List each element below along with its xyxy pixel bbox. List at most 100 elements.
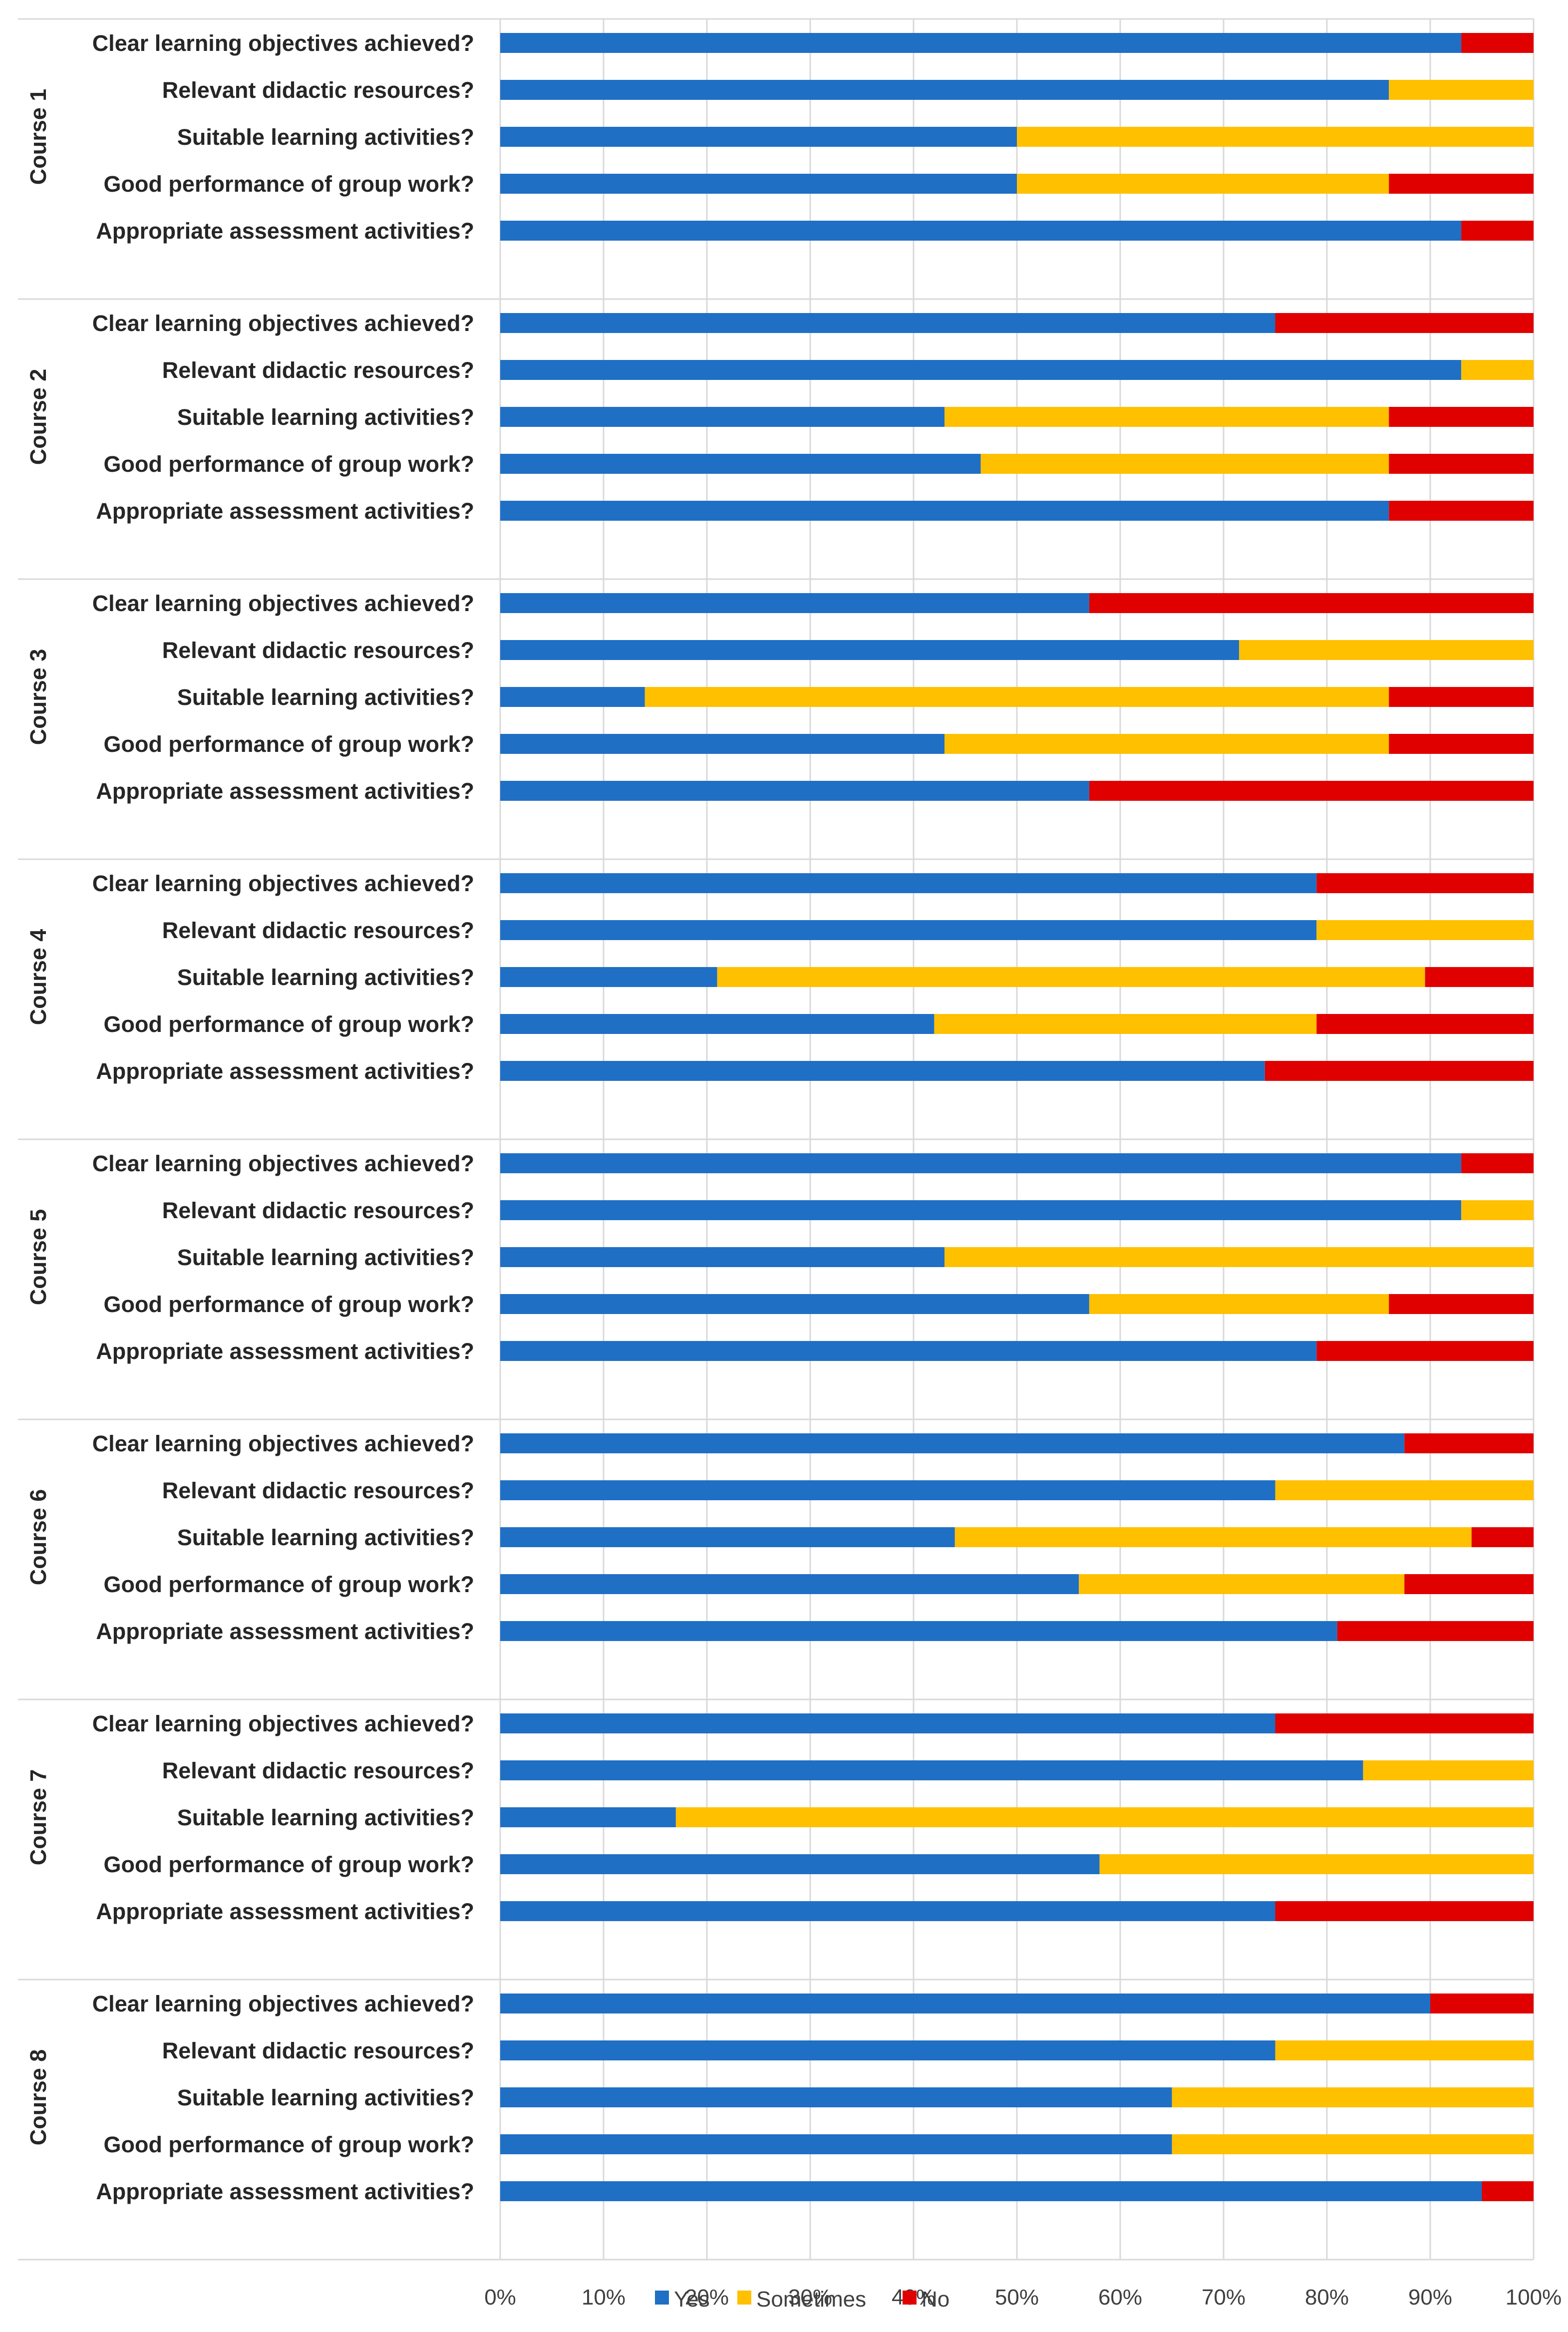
bar-no [1089, 593, 1534, 613]
legend-label-sometimes: Sometimes [756, 2287, 866, 2312]
legend-swatch-no [903, 2291, 917, 2305]
bar-no [1461, 1153, 1534, 1173]
question-label: Appropriate assessment activities? [96, 1338, 474, 1364]
legend-label-yes: Yes [674, 2287, 710, 2312]
question-label: Relevant didactic resources? [162, 77, 474, 103]
bar-no [1389, 174, 1534, 194]
group-separators [18, 18, 1534, 2261]
course-label: Course 8 [25, 2049, 51, 2146]
bar-yes [500, 174, 1017, 194]
question-label: Appropriate assessment activities? [96, 218, 474, 244]
bar-sometimes [1239, 640, 1534, 660]
question-label: Appropriate assessment activities? [96, 1619, 474, 1644]
bar-yes [500, 2087, 1172, 2107]
question-label: Good performance of group work? [103, 2132, 474, 2157]
x-tick-label: 80% [1305, 2285, 1349, 2310]
bar-yes [500, 33, 1462, 53]
bar-no [1264, 1061, 1534, 1081]
course-label: Course 3 [25, 649, 51, 745]
course-label: Course 2 [25, 369, 51, 465]
bar-sometimes [1461, 1200, 1534, 1220]
bar-yes [500, 127, 1017, 147]
bar-yes [500, 2181, 1482, 2201]
bar-no [1316, 1014, 1534, 1034]
question-label: Appropriate assessment activities? [96, 1058, 474, 1084]
question-label: Good performance of group work? [103, 1011, 474, 1037]
bar-yes [500, 1061, 1265, 1081]
bar-no [1316, 1341, 1534, 1361]
question-label: Good performance of group work? [103, 1292, 474, 1317]
bar-yes [500, 501, 1389, 521]
question-label: Relevant didactic resources? [162, 1198, 474, 1223]
question-label: Good performance of group work? [103, 731, 474, 757]
bar-no [1337, 1621, 1534, 1641]
course-label: Course 6 [25, 1489, 51, 1586]
course-labels: Course 1 Course 2 Course 3 Course 4 Course 5… [25, 89, 51, 2146]
bar-sometimes [675, 1807, 1534, 1827]
question-label: Suitable learning activities? [177, 965, 474, 990]
question-label: Suitable learning activities? [177, 1525, 474, 1550]
x-tick-label: 60% [1098, 2285, 1142, 2310]
bar-yes [500, 1760, 1363, 1780]
bar-yes [500, 1527, 955, 1547]
question-label: Relevant didactic resources? [162, 2038, 474, 2063]
bar-yes [500, 1807, 676, 1827]
question-label: Clear learning objectives achieved? [92, 591, 474, 616]
bar-no [1389, 1294, 1534, 1314]
bar-yes [500, 1433, 1405, 1453]
question-label: Clear learning objectives achieved? [92, 30, 474, 56]
bar-no [1404, 1433, 1534, 1453]
bar-no [1430, 1994, 1534, 2013]
question-label: Suitable learning activities? [177, 1805, 474, 1830]
bar-yes [500, 920, 1317, 940]
bar-sometimes [1079, 1574, 1405, 1594]
bar-sometimes [717, 967, 1425, 987]
legend-swatch-yes [655, 2291, 669, 2305]
question-label: Appropriate assessment activities? [96, 1899, 474, 1924]
question-label: Suitable learning activities? [177, 2085, 474, 2110]
bar-yes [500, 1153, 1462, 1173]
question-label: Appropriate assessment activities? [96, 2179, 474, 2204]
course-label: Course 5 [25, 1209, 51, 1306]
bar-sometimes [980, 454, 1389, 474]
question-label: Suitable learning activities? [177, 1245, 474, 1270]
bar-sometimes [944, 1247, 1534, 1267]
bar-yes [500, 1200, 1462, 1220]
bars [500, 33, 1534, 2201]
course-label: Course 4 [25, 929, 51, 1025]
bar-sometimes [1316, 920, 1534, 940]
question-label: Relevant didactic resources? [162, 357, 474, 383]
bar-yes [500, 640, 1240, 660]
bar-sometimes [944, 734, 1389, 754]
course-label: Course 1 [25, 89, 51, 185]
bar-yes [500, 1994, 1430, 2013]
question-label: Appropriate assessment activities? [96, 778, 474, 804]
bar-no [1089, 781, 1534, 801]
question-label: Clear learning objectives achieved? [92, 1711, 474, 1736]
bar-sometimes [1172, 2087, 1534, 2107]
bar-yes [500, 1574, 1079, 1594]
x-tick-label: 100% [1506, 2285, 1562, 2310]
bar-yes [500, 221, 1462, 241]
bar-yes [500, 781, 1089, 801]
bar-no [1425, 967, 1534, 987]
bar-sometimes [1017, 174, 1389, 194]
bar-no [1389, 407, 1534, 427]
bar-yes [500, 687, 645, 707]
bar-no [1275, 313, 1534, 333]
question-label: Clear learning objectives achieved? [92, 871, 474, 896]
bar-sometimes [1363, 1760, 1534, 1780]
bar-no [1404, 1574, 1534, 1594]
x-axis-ticks: 0%10%20%30%40%50%60%70%80%90%100% [484, 2285, 1562, 2310]
bar-sometimes [1017, 127, 1534, 147]
question-label: Relevant didactic resources? [162, 638, 474, 663]
bar-yes [500, 454, 981, 474]
question-label: Relevant didactic resources? [162, 1758, 474, 1783]
question-label: Suitable learning activities? [177, 404, 474, 430]
bar-yes [500, 313, 1275, 333]
question-label: Good performance of group work? [103, 1852, 474, 1877]
x-tick-label: 0% [484, 2285, 516, 2310]
bar-yes [500, 1713, 1275, 1733]
bar-no [1275, 1901, 1534, 1921]
